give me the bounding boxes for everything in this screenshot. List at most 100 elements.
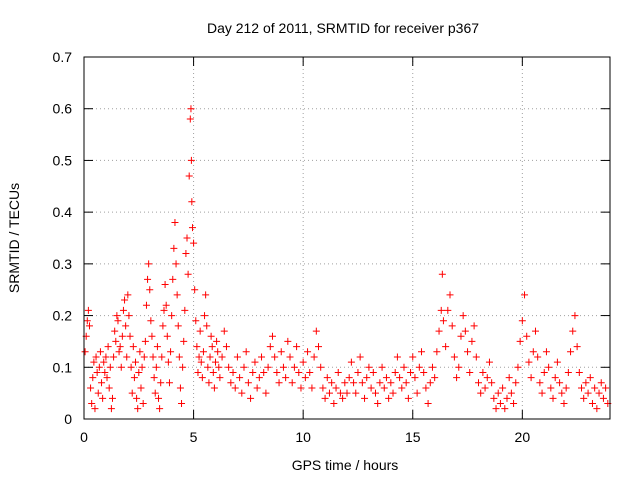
data-point [593,405,601,413]
data-point [142,301,150,309]
data-point [444,306,452,314]
data-point [567,348,575,356]
data-point [304,348,312,356]
data-point [426,379,434,387]
data-point [216,374,224,382]
data-point [111,327,119,335]
data-point [118,332,126,340]
data-point [205,379,213,387]
data-point [81,348,89,356]
y-axis-label: SRMTID / TECUs [6,183,22,293]
data-point [424,399,432,407]
data-point [540,368,548,376]
data-point [363,374,371,382]
data-point [135,368,143,376]
data-point [332,384,340,392]
data-point [580,394,588,402]
data-point [584,389,592,397]
data-point [151,389,159,397]
data-point [204,363,212,371]
tick-label-layer: 0 0.1 0.2 0.3 0.4 0.5 0.6 0.7 0 5 10 15 20 [53,49,531,445]
data-point [461,327,469,335]
data-point [420,368,428,376]
y-tick-label: 0.2 [53,308,73,324]
data-point [361,394,369,402]
data-point [114,317,122,325]
data-point [156,405,164,413]
data-point [146,286,154,294]
data-point [236,374,244,382]
data-point [479,368,487,376]
data-point [229,368,237,376]
data-point [273,368,281,376]
plot-border [83,56,611,420]
data-point [428,363,436,371]
data-point [153,343,161,351]
y-tick-label: 0.3 [53,256,73,272]
data-point [152,363,160,371]
x-tick-label: 5 [190,429,198,445]
data-point [108,394,116,402]
data-point [213,337,221,345]
data-point [159,322,167,330]
data-point [297,384,305,392]
data-point [341,379,349,387]
data-point [225,363,233,371]
data-point [172,260,180,268]
data-point [187,156,195,164]
data-point [512,379,520,387]
data-point [105,384,113,392]
data-point [102,353,110,361]
data-point [169,275,177,283]
data-point [266,343,274,351]
data-point [402,379,410,387]
data-point [214,348,222,356]
data-point [560,399,568,407]
data-point [450,353,458,361]
data-point [347,358,355,366]
data-point [115,348,123,356]
data-point [306,368,314,376]
data-point [371,389,379,397]
data-point [389,389,397,397]
data-point [354,368,362,376]
data-point [91,405,99,413]
data-point [145,260,153,268]
data-point [466,368,474,376]
data-point [367,384,375,392]
data-point [284,337,292,345]
data-point [582,379,590,387]
data-point [116,343,124,351]
data-point [218,353,226,361]
data-point [128,389,136,397]
data-point [404,394,412,402]
data-point [542,348,550,356]
data-point [455,363,463,371]
data-point [358,379,366,387]
data-point [481,384,489,392]
data-point [207,332,215,340]
data-point [251,358,259,366]
data-point [181,306,189,314]
data-point [144,275,152,283]
data-point [191,286,199,294]
data-point [437,306,445,314]
data-point [391,368,399,376]
data-point [376,379,384,387]
data-point [199,348,207,356]
data-point [140,353,148,361]
data-point [222,343,230,351]
data-point [496,399,504,407]
data-point [494,389,502,397]
data-point [488,379,496,387]
data-point [148,332,156,340]
data-point [356,353,364,361]
data-point [117,363,125,371]
data-point [171,218,179,226]
data-point [201,312,209,320]
data-point [295,368,303,376]
data-point [258,353,266,361]
data-point [127,363,135,371]
data-point [457,332,465,340]
